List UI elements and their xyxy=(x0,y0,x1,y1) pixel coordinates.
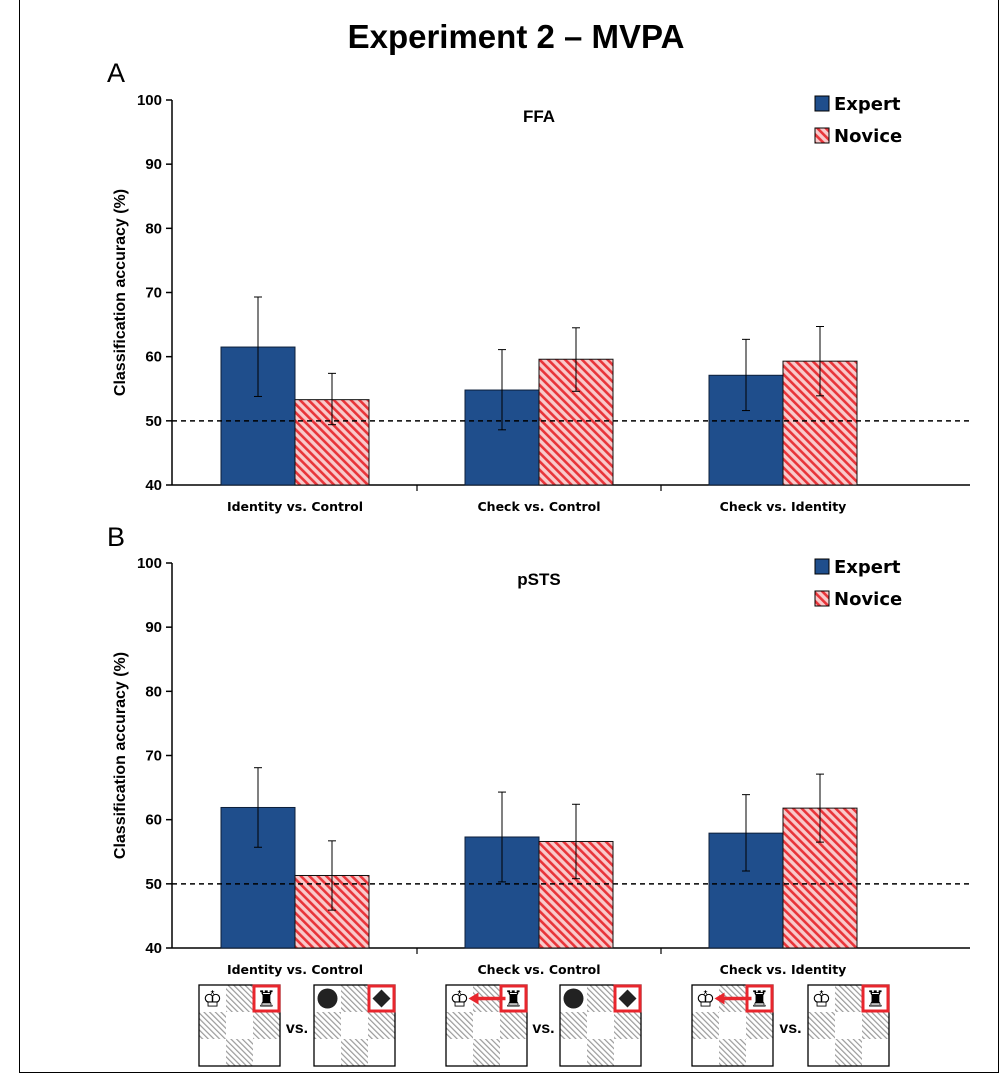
highlight-square xyxy=(613,984,642,1013)
vs-label: vs. xyxy=(286,1020,308,1037)
y-tick-label: 80 xyxy=(145,683,162,700)
board-border xyxy=(691,984,774,1067)
diamond-shape xyxy=(372,989,391,1008)
legend-swatch-novice xyxy=(814,127,830,144)
vs-label: vs. xyxy=(532,1020,554,1037)
legend-swatch-expert xyxy=(814,558,830,575)
highlight-square xyxy=(861,984,890,1013)
board-dark-square xyxy=(746,1012,773,1039)
board-dark-square xyxy=(835,1039,862,1066)
board-dark-square xyxy=(446,1012,473,1039)
y-tick-label: 100 xyxy=(137,555,162,572)
board-dark-square xyxy=(226,985,253,1012)
board-dark-square xyxy=(560,1012,587,1039)
arrow-head xyxy=(714,992,725,1005)
board-dark-square xyxy=(692,1012,719,1039)
vs-label: vs. xyxy=(779,1020,801,1037)
board-dark-square xyxy=(808,1012,835,1039)
category-label: Check vs. Control xyxy=(478,962,601,977)
legend-label-expert: Expert xyxy=(834,557,901,578)
board-border xyxy=(313,984,396,1067)
stimulus-board: ♔ ♜ xyxy=(445,984,528,1067)
board-dark-square xyxy=(368,1012,395,1039)
stimulus-board xyxy=(559,984,642,1067)
board-dark-square xyxy=(314,1012,341,1039)
rook-piece: ♜ xyxy=(257,988,277,1013)
king-piece: ♔ xyxy=(696,988,716,1013)
highlight-square xyxy=(252,984,281,1013)
figure-frame xyxy=(19,0,999,1073)
y-tick-label: 100 xyxy=(137,92,162,109)
category-label: Identity vs. Control xyxy=(227,962,363,977)
board-dark-square xyxy=(587,1039,614,1066)
y-tick-label: 40 xyxy=(145,477,162,494)
figure-title: Experiment 2 – MVPA xyxy=(348,18,685,55)
king-piece: ♔ xyxy=(812,988,832,1013)
y-tick-label: 40 xyxy=(145,940,162,957)
y-tick-label: 80 xyxy=(145,220,162,237)
stimulus-board xyxy=(313,984,396,1067)
y-tick-label: 90 xyxy=(145,156,162,173)
board-dark-square xyxy=(587,985,614,1012)
king-piece: ♔ xyxy=(203,988,223,1013)
panel-letter: A xyxy=(107,58,125,88)
board-dark-square xyxy=(341,1039,368,1066)
stimulus-board: ♔ ♜ xyxy=(691,984,774,1067)
y-tick-label: 60 xyxy=(145,349,162,366)
board-border xyxy=(559,984,642,1067)
circle-shape xyxy=(317,988,338,1009)
rook-piece: ♜ xyxy=(750,988,770,1013)
board-dark-square xyxy=(500,1012,527,1039)
y-tick-label: 50 xyxy=(145,876,162,893)
board-dark-square xyxy=(835,985,862,1012)
category-label: Identity vs. Control xyxy=(227,499,363,514)
highlight-square xyxy=(367,984,396,1013)
panel-title: pSTS xyxy=(517,570,560,589)
circle-shape xyxy=(563,988,584,1009)
diamond-shape xyxy=(618,989,637,1008)
board-border xyxy=(198,984,281,1067)
board-dark-square xyxy=(226,1039,253,1066)
stimulus-illustrations: ♔ ♜vs.♔ ♜vs.♔ ♜ ♔ ♜vs. xyxy=(198,984,890,1067)
legend-label-novice: Novice xyxy=(834,589,902,610)
legend-label-expert: Expert xyxy=(834,94,901,115)
y-tick-label: 60 xyxy=(145,812,162,829)
board-dark-square xyxy=(253,1012,280,1039)
board-border xyxy=(445,984,528,1067)
board-dark-square xyxy=(341,985,368,1012)
category-label: Check vs. Identity xyxy=(720,499,847,514)
y-tick-label: 70 xyxy=(145,748,162,765)
legend-swatch-expert xyxy=(814,95,830,112)
category-label: Check vs. Control xyxy=(478,499,601,514)
category-label: Check vs. Identity xyxy=(720,962,847,977)
panel-title: FFA xyxy=(523,107,555,126)
rook-piece: ♜ xyxy=(866,988,886,1013)
king-piece: ♔ xyxy=(450,988,470,1013)
board-dark-square xyxy=(862,1012,889,1039)
board-dark-square xyxy=(199,1012,226,1039)
rook-piece: ♜ xyxy=(504,988,524,1013)
legend-swatch-novice xyxy=(814,590,830,607)
board-border xyxy=(807,984,890,1067)
board-dark-square xyxy=(719,1039,746,1066)
arrow-head xyxy=(468,992,479,1005)
y-axis-label: Classification accuracy (%) xyxy=(112,189,129,396)
board-dark-square xyxy=(614,1012,641,1039)
y-axis-label: Classification accuracy (%) xyxy=(112,652,129,859)
y-tick-label: 50 xyxy=(145,413,162,430)
board-dark-square xyxy=(473,1039,500,1066)
y-tick-label: 70 xyxy=(145,285,162,302)
legend-label-novice: Novice xyxy=(834,126,902,147)
stimulus-board: ♔ ♜ xyxy=(198,984,281,1067)
panel-ffa: A FFA 40 50 60 70 80 90 100 Classification accura… xyxy=(107,58,970,514)
panel-letter: B xyxy=(107,522,125,552)
stimulus-board: ♔ ♜ xyxy=(807,984,890,1067)
y-tick-label: 90 xyxy=(145,619,162,636)
